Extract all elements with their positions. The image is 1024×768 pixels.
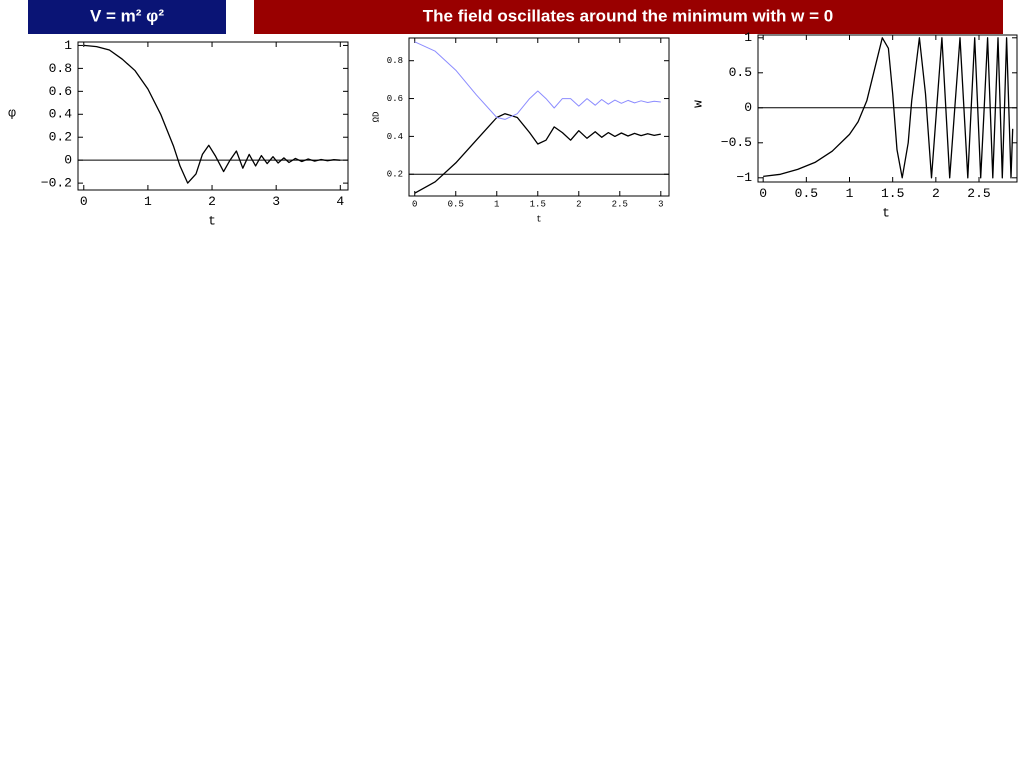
x-tick-label: 1 — [846, 186, 854, 201]
header-right: The field oscillates around the minimum … — [423, 6, 833, 25]
x-tick-label: 3 — [272, 194, 280, 209]
x-axis-label: t — [882, 205, 890, 220]
y-tick-label: −1 — [736, 170, 752, 185]
x-tick-label: 0.5 — [795, 186, 818, 201]
series-line — [414, 41, 661, 120]
plot-frame — [77, 41, 349, 191]
x-tick-label: 2.5 — [612, 199, 628, 209]
x-tick-label: 4 — [336, 194, 344, 209]
x-tick-label: 0 — [759, 186, 767, 201]
y-axis-label: w — [690, 100, 705, 108]
y-tick-label: 0.6 — [387, 94, 403, 104]
y-tick-label: 0.8 — [387, 56, 403, 66]
series-line — [763, 37, 1014, 179]
y-tick-label: 0.8 — [49, 61, 72, 76]
y-tick-label: 0.4 — [387, 132, 403, 142]
y-tick-label: 1 — [64, 38, 72, 53]
header-left-box — [28, 0, 226, 34]
y-tick-label: 0 — [64, 153, 72, 168]
y-tick-label: 0.4 — [49, 107, 73, 122]
y-tick-label: 0.2 — [387, 170, 403, 180]
plot-frame — [757, 34, 1018, 183]
x-tick-label: 3 — [658, 199, 663, 209]
y-tick-label: 0.2 — [49, 130, 72, 145]
header-left: V = m² φ² — [90, 6, 164, 25]
x-axis-label: t — [208, 213, 216, 228]
series-line — [414, 113, 661, 194]
series-line — [83, 44, 341, 184]
x-tick-label: 2 — [932, 186, 940, 201]
x-tick-label: 2 — [576, 199, 581, 209]
x-tick-label: 2 — [208, 194, 216, 209]
x-axis-label: t — [536, 214, 541, 224]
y-tick-label: 1 — [744, 30, 752, 45]
header-right-box — [254, 0, 1003, 34]
y-axis-label: φ — [8, 105, 16, 120]
x-tick-label: 1.5 — [530, 199, 546, 209]
x-tick-label: 0 — [80, 194, 88, 209]
x-tick-label: 2.5 — [967, 186, 990, 201]
y-tick-label: 0.6 — [49, 84, 72, 99]
x-tick-label: 0 — [412, 199, 417, 209]
x-tick-label: 1.5 — [881, 186, 904, 201]
x-tick-label: 0.5 — [448, 199, 464, 209]
y-axis-label: ΩD — [371, 112, 381, 123]
y-tick-label: 0.5 — [729, 65, 752, 80]
y-tick-label: 0 — [744, 100, 752, 115]
y-tick-label: −0.2 — [41, 176, 72, 191]
x-tick-label: 1 — [494, 199, 499, 209]
y-tick-label: −0.5 — [721, 135, 752, 150]
x-tick-label: 1 — [144, 194, 152, 209]
plot-frame — [408, 37, 670, 197]
